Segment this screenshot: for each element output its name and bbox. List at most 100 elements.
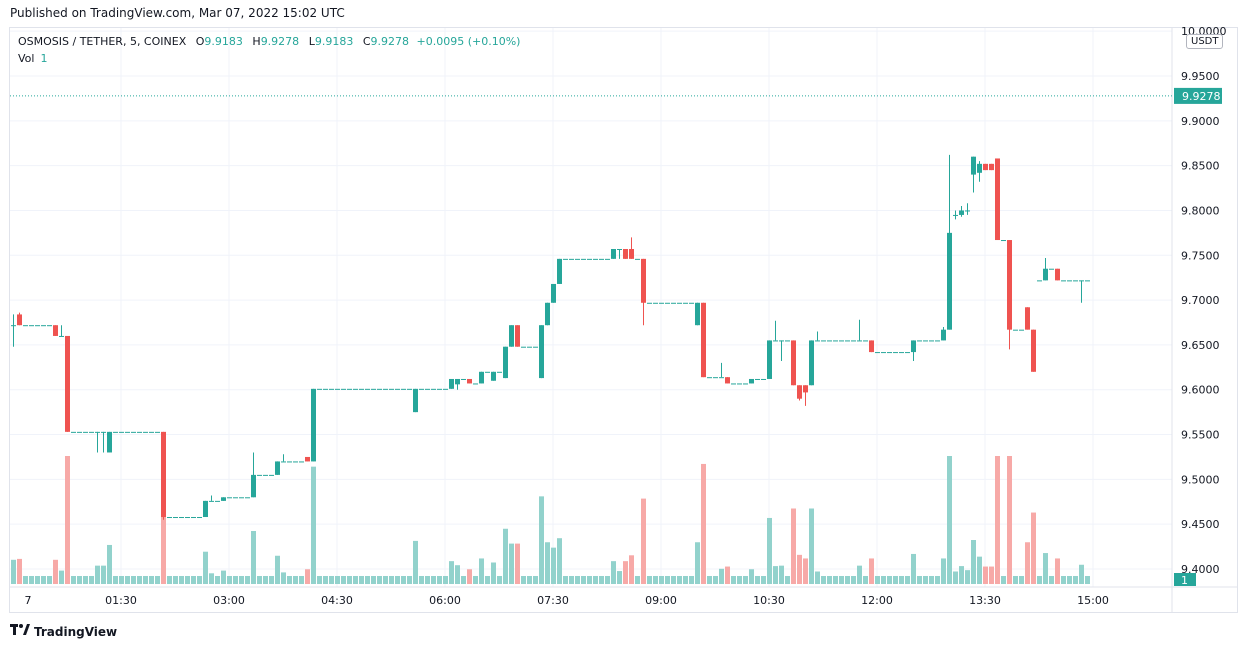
candle-body — [299, 461, 304, 463]
volume-bar — [947, 456, 952, 584]
candle-body — [755, 378, 760, 380]
volume-bar — [71, 576, 76, 584]
candle-body — [425, 388, 430, 390]
volume-bar — [1079, 564, 1084, 584]
volume-bar — [185, 576, 190, 584]
y-tick-label: 9.9500 — [1181, 70, 1220, 83]
high-label: H — [252, 35, 261, 48]
candle-body — [659, 302, 664, 304]
volume-bar — [563, 576, 568, 584]
x-tick-label: 03:00 — [213, 594, 245, 607]
volume-bar — [29, 576, 34, 584]
candle-body — [119, 431, 124, 433]
volume-tag — [1174, 573, 1196, 586]
volume-bar — [503, 528, 508, 584]
volume-bar — [713, 576, 718, 584]
candle-body — [287, 461, 292, 463]
volume-bar — [65, 456, 70, 584]
candle-body — [887, 352, 892, 354]
candle-body — [521, 346, 526, 348]
volume-bar — [587, 576, 592, 584]
candle-body — [1007, 240, 1012, 330]
volume-bar — [101, 565, 106, 584]
open-label: O — [195, 35, 205, 48]
volume-bar — [131, 576, 136, 584]
volume-value: 1 — [40, 52, 48, 65]
candle-body — [713, 377, 718, 379]
volume-bar — [371, 576, 376, 584]
candle-body — [545, 302, 550, 326]
volume-bar — [1049, 576, 1054, 584]
candle-body — [785, 340, 790, 342]
published-caption: Published on TradingView.com, Mar 07, 20… — [10, 6, 345, 20]
volume-tag-label: 1 — [1181, 574, 1188, 587]
candle-body — [203, 500, 208, 518]
volume-bar — [683, 576, 688, 584]
volume-bar — [467, 569, 472, 584]
y-tick-label: 9.6000 — [1181, 384, 1220, 397]
volume-bar — [89, 576, 94, 584]
y-tick-label: 9.5500 — [1181, 429, 1220, 442]
y-tick-label: 9.8000 — [1181, 204, 1220, 217]
candle-body — [77, 431, 82, 433]
candle-body — [677, 302, 682, 304]
candle-body — [29, 325, 34, 327]
volume-bar — [383, 576, 388, 584]
volume-bar — [47, 576, 52, 584]
candle-body — [323, 388, 328, 390]
candle-body — [437, 388, 442, 390]
volume-bar — [299, 576, 304, 584]
candle-body — [1073, 280, 1078, 282]
candle-body — [23, 325, 28, 327]
y-tick-label: 9.8500 — [1181, 160, 1220, 173]
candle-body — [491, 371, 496, 381]
volume-bar — [221, 570, 226, 584]
currency-badge[interactable]: USDT — [1186, 34, 1224, 49]
candle-body — [35, 325, 40, 327]
volume-bar — [665, 576, 670, 584]
candle-body — [95, 431, 100, 433]
volume-bar — [641, 498, 646, 584]
volume-bar — [389, 576, 394, 584]
open-value: 9.9183 — [204, 35, 243, 48]
candle-body — [923, 340, 928, 342]
candle-body — [749, 378, 754, 384]
candle-body — [311, 388, 316, 462]
volume-bar — [653, 576, 658, 584]
volume-bar — [923, 576, 928, 584]
volume-bar — [1019, 576, 1024, 584]
volume-bar — [971, 540, 976, 584]
volume-bar — [983, 566, 988, 584]
candle-body — [1031, 329, 1036, 372]
volume-bar — [803, 558, 808, 584]
volume-bar — [341, 576, 346, 584]
candle-body — [635, 258, 640, 260]
volume-bar — [329, 576, 334, 584]
candle-body — [431, 388, 436, 390]
candle-body — [695, 302, 700, 326]
candle-body — [197, 517, 202, 519]
volume-bar — [1013, 576, 1018, 584]
volume-bar — [611, 561, 616, 584]
y-tick-label: 9.4000 — [1181, 563, 1220, 576]
candle-body — [605, 258, 610, 260]
candle-body — [851, 340, 856, 342]
footer-brand[interactable]: TradingView — [10, 624, 117, 640]
candle-body — [467, 378, 472, 384]
volume-bar — [995, 456, 1000, 584]
volume-bar — [1061, 576, 1066, 584]
candle-body — [689, 302, 694, 304]
volume-bar — [269, 576, 274, 584]
candle-body — [971, 156, 976, 175]
volume-bar — [263, 576, 268, 584]
volume-bar — [1031, 512, 1036, 584]
candle-body — [1055, 268, 1060, 281]
volume-bar — [455, 565, 460, 584]
candle-body — [131, 431, 136, 433]
volume-legend: Vol 1 — [18, 52, 47, 65]
symbol-legend: OSMOSIS / TETHER, 5, COINEX O9.9183 H9.9… — [18, 35, 520, 48]
candle-body — [503, 346, 508, 379]
volume-bar — [875, 576, 880, 584]
low-value: 9.9183 — [314, 35, 354, 48]
